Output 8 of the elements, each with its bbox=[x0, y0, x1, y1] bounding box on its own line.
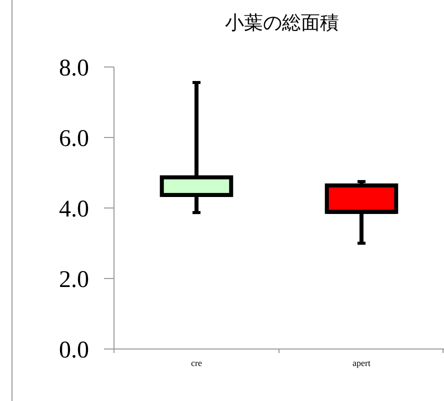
y-tick-label: 8.0 bbox=[59, 55, 89, 82]
chart-title: 小葉の総面積 bbox=[225, 12, 339, 34]
x-tick-label: cre bbox=[191, 358, 202, 368]
y-tick-label: 4.0 bbox=[59, 196, 89, 222]
y-tick-label: 6.0 bbox=[59, 126, 89, 152]
y-tick-label: 0.0 bbox=[59, 337, 89, 364]
y-tick-label: 2.0 bbox=[59, 266, 89, 293]
x-tick-label: apert bbox=[352, 358, 371, 368]
